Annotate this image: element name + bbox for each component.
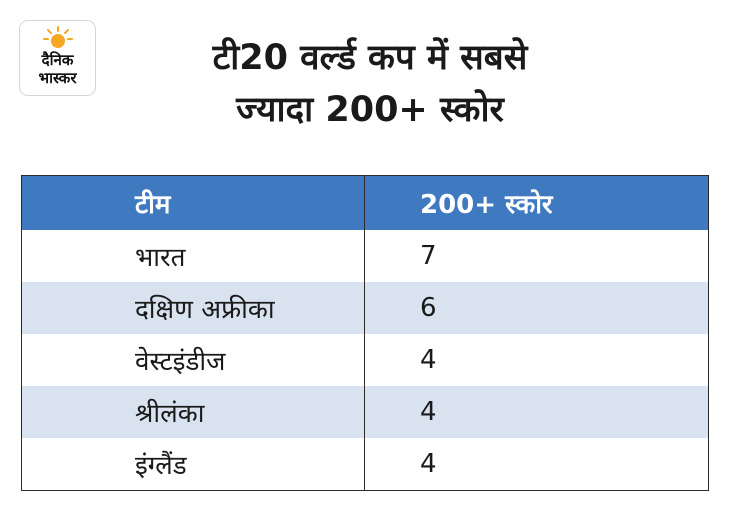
dainik-bhaskar-logo: दैनिक भास्कर bbox=[19, 20, 96, 96]
table-row: दक्षिण अफ्रीका 6 bbox=[22, 282, 708, 334]
logo-text-line2: भास्कर bbox=[38, 69, 77, 87]
header-score: 200+ स्कोर bbox=[420, 190, 553, 220]
page-title: टी20 वर्ल्ड कप में सबसे ज्यादा 200+ स्को… bbox=[110, 32, 630, 136]
title-line1: टी20 वर्ल्ड कप में सबसे bbox=[212, 38, 528, 78]
team-cell: श्रीलंका bbox=[135, 399, 205, 429]
table-row: इंग्लैंड 4 bbox=[22, 438, 708, 490]
scores-table: टीम 200+ स्कोर भारत 7 दक्षिण अफ्रीका 6 व… bbox=[21, 175, 709, 491]
score-cell: 4 bbox=[420, 345, 437, 375]
table-header-row: टीम 200+ स्कोर bbox=[22, 176, 708, 230]
title-line2: ज्यादा 200+ स्कोर bbox=[236, 90, 504, 130]
score-cell: 4 bbox=[420, 397, 437, 427]
table-row: वेस्टइंडीज 4 bbox=[22, 334, 708, 386]
team-cell: वेस्टइंडीज bbox=[135, 347, 226, 377]
team-cell: इंग्लैंड bbox=[135, 451, 187, 481]
team-cell: भारत bbox=[135, 243, 186, 273]
score-cell: 7 bbox=[420, 241, 437, 271]
column-divider bbox=[364, 176, 365, 490]
sun-icon bbox=[43, 26, 73, 48]
score-cell: 6 bbox=[420, 293, 437, 323]
logo-text-line1: दैनिक bbox=[41, 51, 74, 69]
team-cell: दक्षिण अफ्रीका bbox=[135, 295, 275, 325]
table-row: श्रीलंका 4 bbox=[22, 386, 708, 438]
table-row: भारत 7 bbox=[22, 230, 708, 282]
header-team: टीम bbox=[135, 190, 171, 220]
score-cell: 4 bbox=[420, 449, 437, 479]
